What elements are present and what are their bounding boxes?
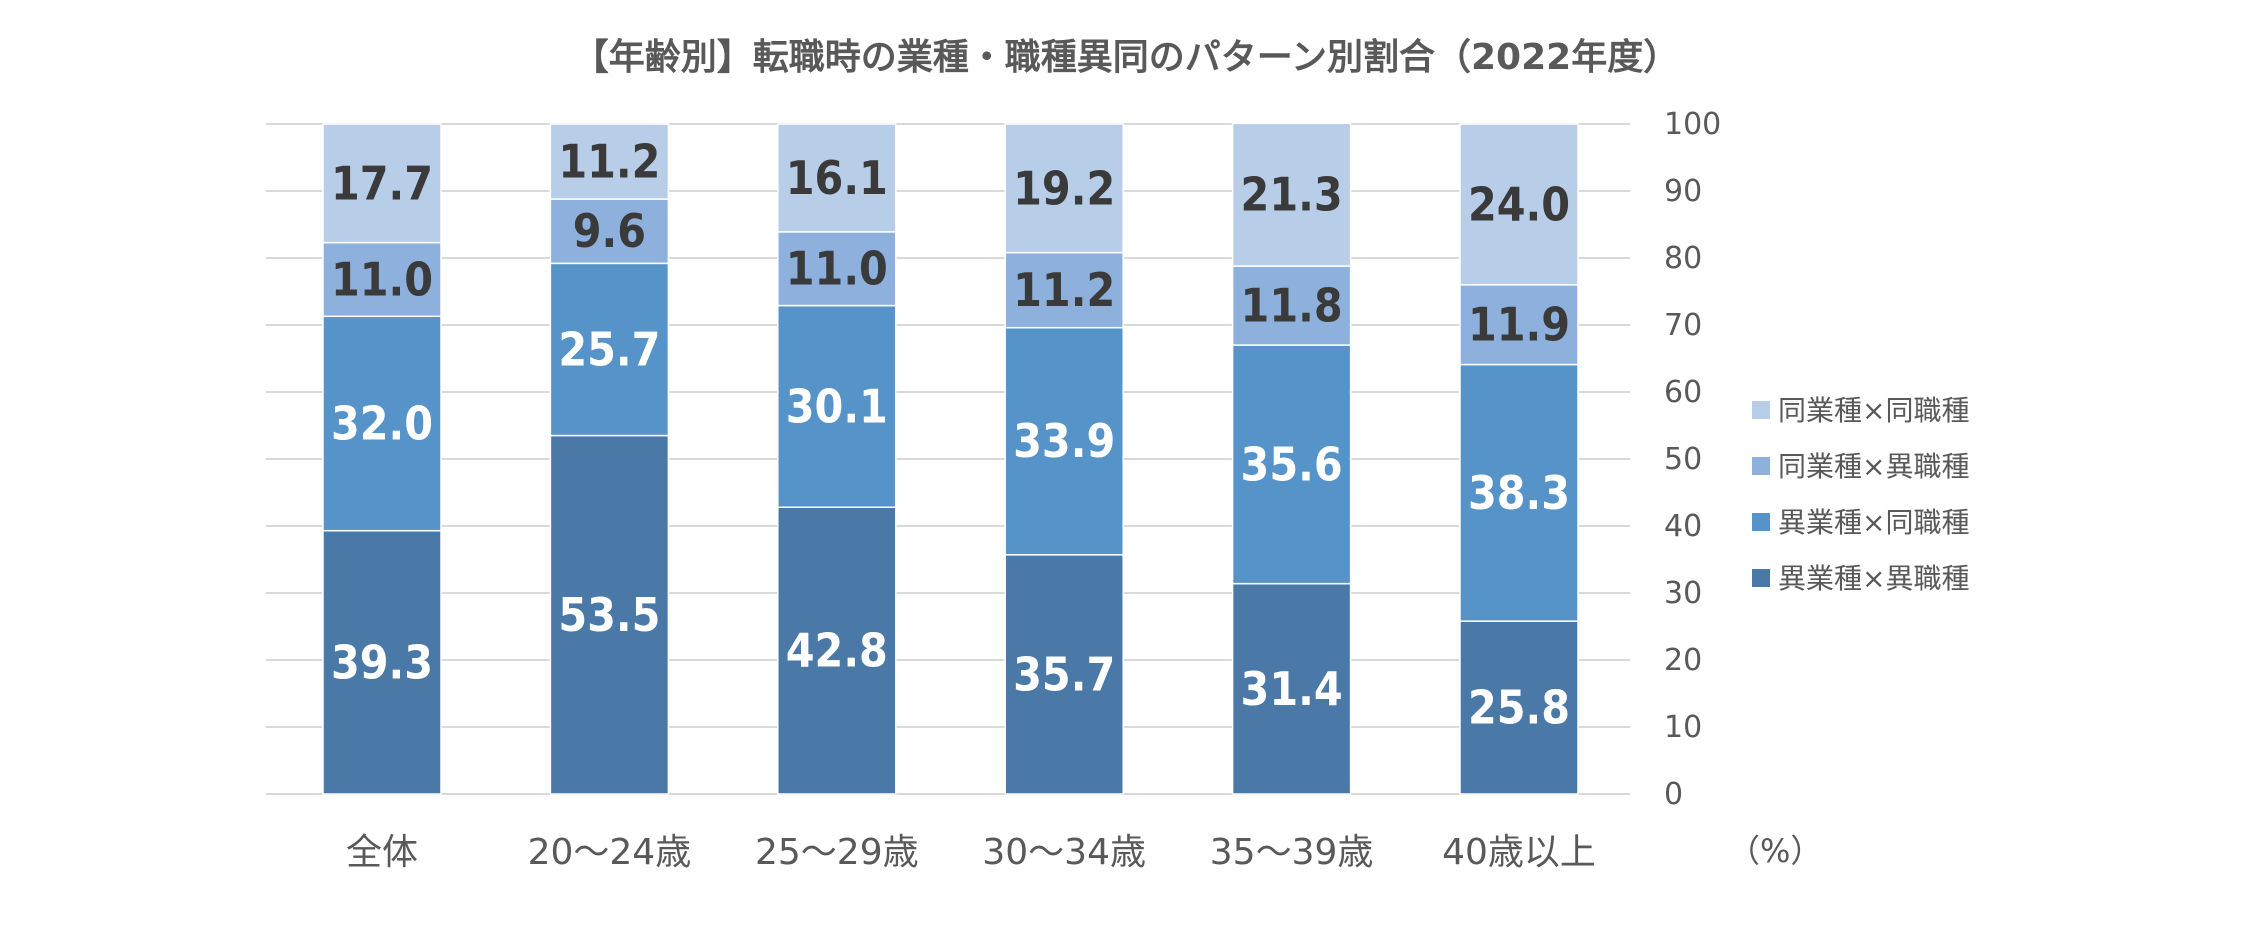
bar-segment	[549, 198, 670, 265]
gridlines	[266, 123, 1630, 795]
y-tick-label: 0	[1664, 777, 1683, 812]
bar-segment	[1231, 582, 1352, 795]
data-label: 53.5	[558, 588, 660, 642]
data-label: 32.0	[331, 396, 433, 450]
data-label: 17.7	[331, 156, 433, 210]
data-label: 39.3	[331, 635, 433, 689]
bar-segment	[777, 304, 897, 508]
data-label: 11.2	[1013, 263, 1115, 317]
legend-swatch	[1752, 401, 1770, 419]
data-label: 9.6	[573, 204, 646, 258]
bar-segment	[1231, 122, 1352, 267]
data-label: 16.1	[786, 151, 888, 205]
legend-swatch	[1752, 513, 1770, 531]
bar-segment	[322, 123, 442, 244]
y-tick-label: 20	[1664, 643, 1702, 678]
bar-segment	[322, 529, 442, 795]
bar-segment	[1459, 620, 1579, 795]
data-label: 11.0	[331, 252, 433, 306]
x-tick-label: 25～29歳	[755, 832, 919, 873]
data-label: 11.2	[558, 135, 660, 189]
data-label: 25.8	[1468, 681, 1570, 735]
y-tick-label: 80	[1664, 241, 1702, 276]
unit-label: （%）	[1728, 832, 1822, 870]
y-tick-label: 10	[1664, 710, 1702, 745]
legend-label: 異業種×異職種	[1778, 562, 1969, 595]
bar-segment	[1004, 251, 1124, 329]
data-label: 35.7	[1013, 647, 1115, 701]
bar-segment	[322, 315, 442, 532]
bars	[322, 122, 1579, 795]
bar-segment	[1231, 265, 1352, 346]
y-tick-label: 100	[1664, 107, 1721, 142]
legend-swatch	[1752, 457, 1770, 475]
data-labels: 39.3 32.0 11.0 17.7 53.5 25.7 9.6 11.2 42.8 30.1 1…	[331, 135, 1570, 735]
bar-segment	[549, 434, 670, 795]
x-tick-label: 40歳以上	[1442, 832, 1596, 873]
bar-segment	[322, 241, 442, 318]
legend-label: 異業種×同職種	[1778, 506, 1969, 539]
data-label: 21.3	[1241, 168, 1343, 222]
data-label: 24.0	[1468, 177, 1570, 231]
data-label: 30.1	[786, 379, 888, 433]
y-tick-label: 60	[1664, 375, 1702, 410]
data-label: 31.4	[1241, 662, 1343, 716]
legend-label: 同業種×同職種	[1778, 394, 1969, 427]
y-tick-label: 50	[1664, 442, 1702, 477]
x-tick-label: 30～34歳	[982, 832, 1146, 873]
x-axis: 全体 20～24歳 25～29歳 30～34歳 35～39歳 40歳以上	[346, 832, 1596, 873]
bar-segment	[549, 123, 670, 200]
data-label: 11.0	[786, 242, 888, 296]
y-axis: 0 10 20 30 40 50 60 70 80 90 100	[1664, 107, 1721, 812]
bar-segment	[777, 123, 897, 233]
data-label: 38.3	[1468, 466, 1570, 520]
x-tick-label: 20～24歳	[528, 832, 692, 873]
y-tick-label: 70	[1664, 308, 1702, 343]
bar-segment	[1004, 326, 1124, 556]
chart-title: 【年齢別】転職時の業種・職種異同のパターン別割合（2022年度）	[572, 37, 1680, 78]
x-tick-label: 35～39歳	[1210, 832, 1374, 873]
data-label: 25.7	[558, 322, 660, 376]
bar-segment	[1459, 363, 1579, 622]
data-label: 35.6	[1241, 437, 1343, 491]
bar-segment	[777, 231, 897, 307]
bar-segment	[1459, 123, 1579, 286]
bar-segment	[1459, 284, 1579, 366]
data-label: 19.2	[1013, 161, 1115, 215]
bar-segment	[1004, 554, 1124, 795]
y-tick-label: 30	[1664, 576, 1702, 611]
data-label: 42.8	[786, 624, 888, 678]
bar-segment	[1004, 123, 1124, 254]
y-tick-label: 40	[1664, 509, 1702, 544]
data-label: 33.9	[1013, 414, 1115, 468]
data-label: 11.8	[1241, 279, 1343, 333]
bar-segment	[1231, 344, 1352, 585]
legend-label: 同業種×異職種	[1778, 450, 1969, 483]
bar-segment	[777, 506, 897, 795]
y-tick-label: 90	[1664, 174, 1702, 209]
bar-segment	[549, 262, 670, 437]
legend-swatch	[1752, 569, 1770, 587]
x-tick-label: 全体	[346, 832, 418, 873]
data-label: 11.9	[1468, 298, 1570, 352]
